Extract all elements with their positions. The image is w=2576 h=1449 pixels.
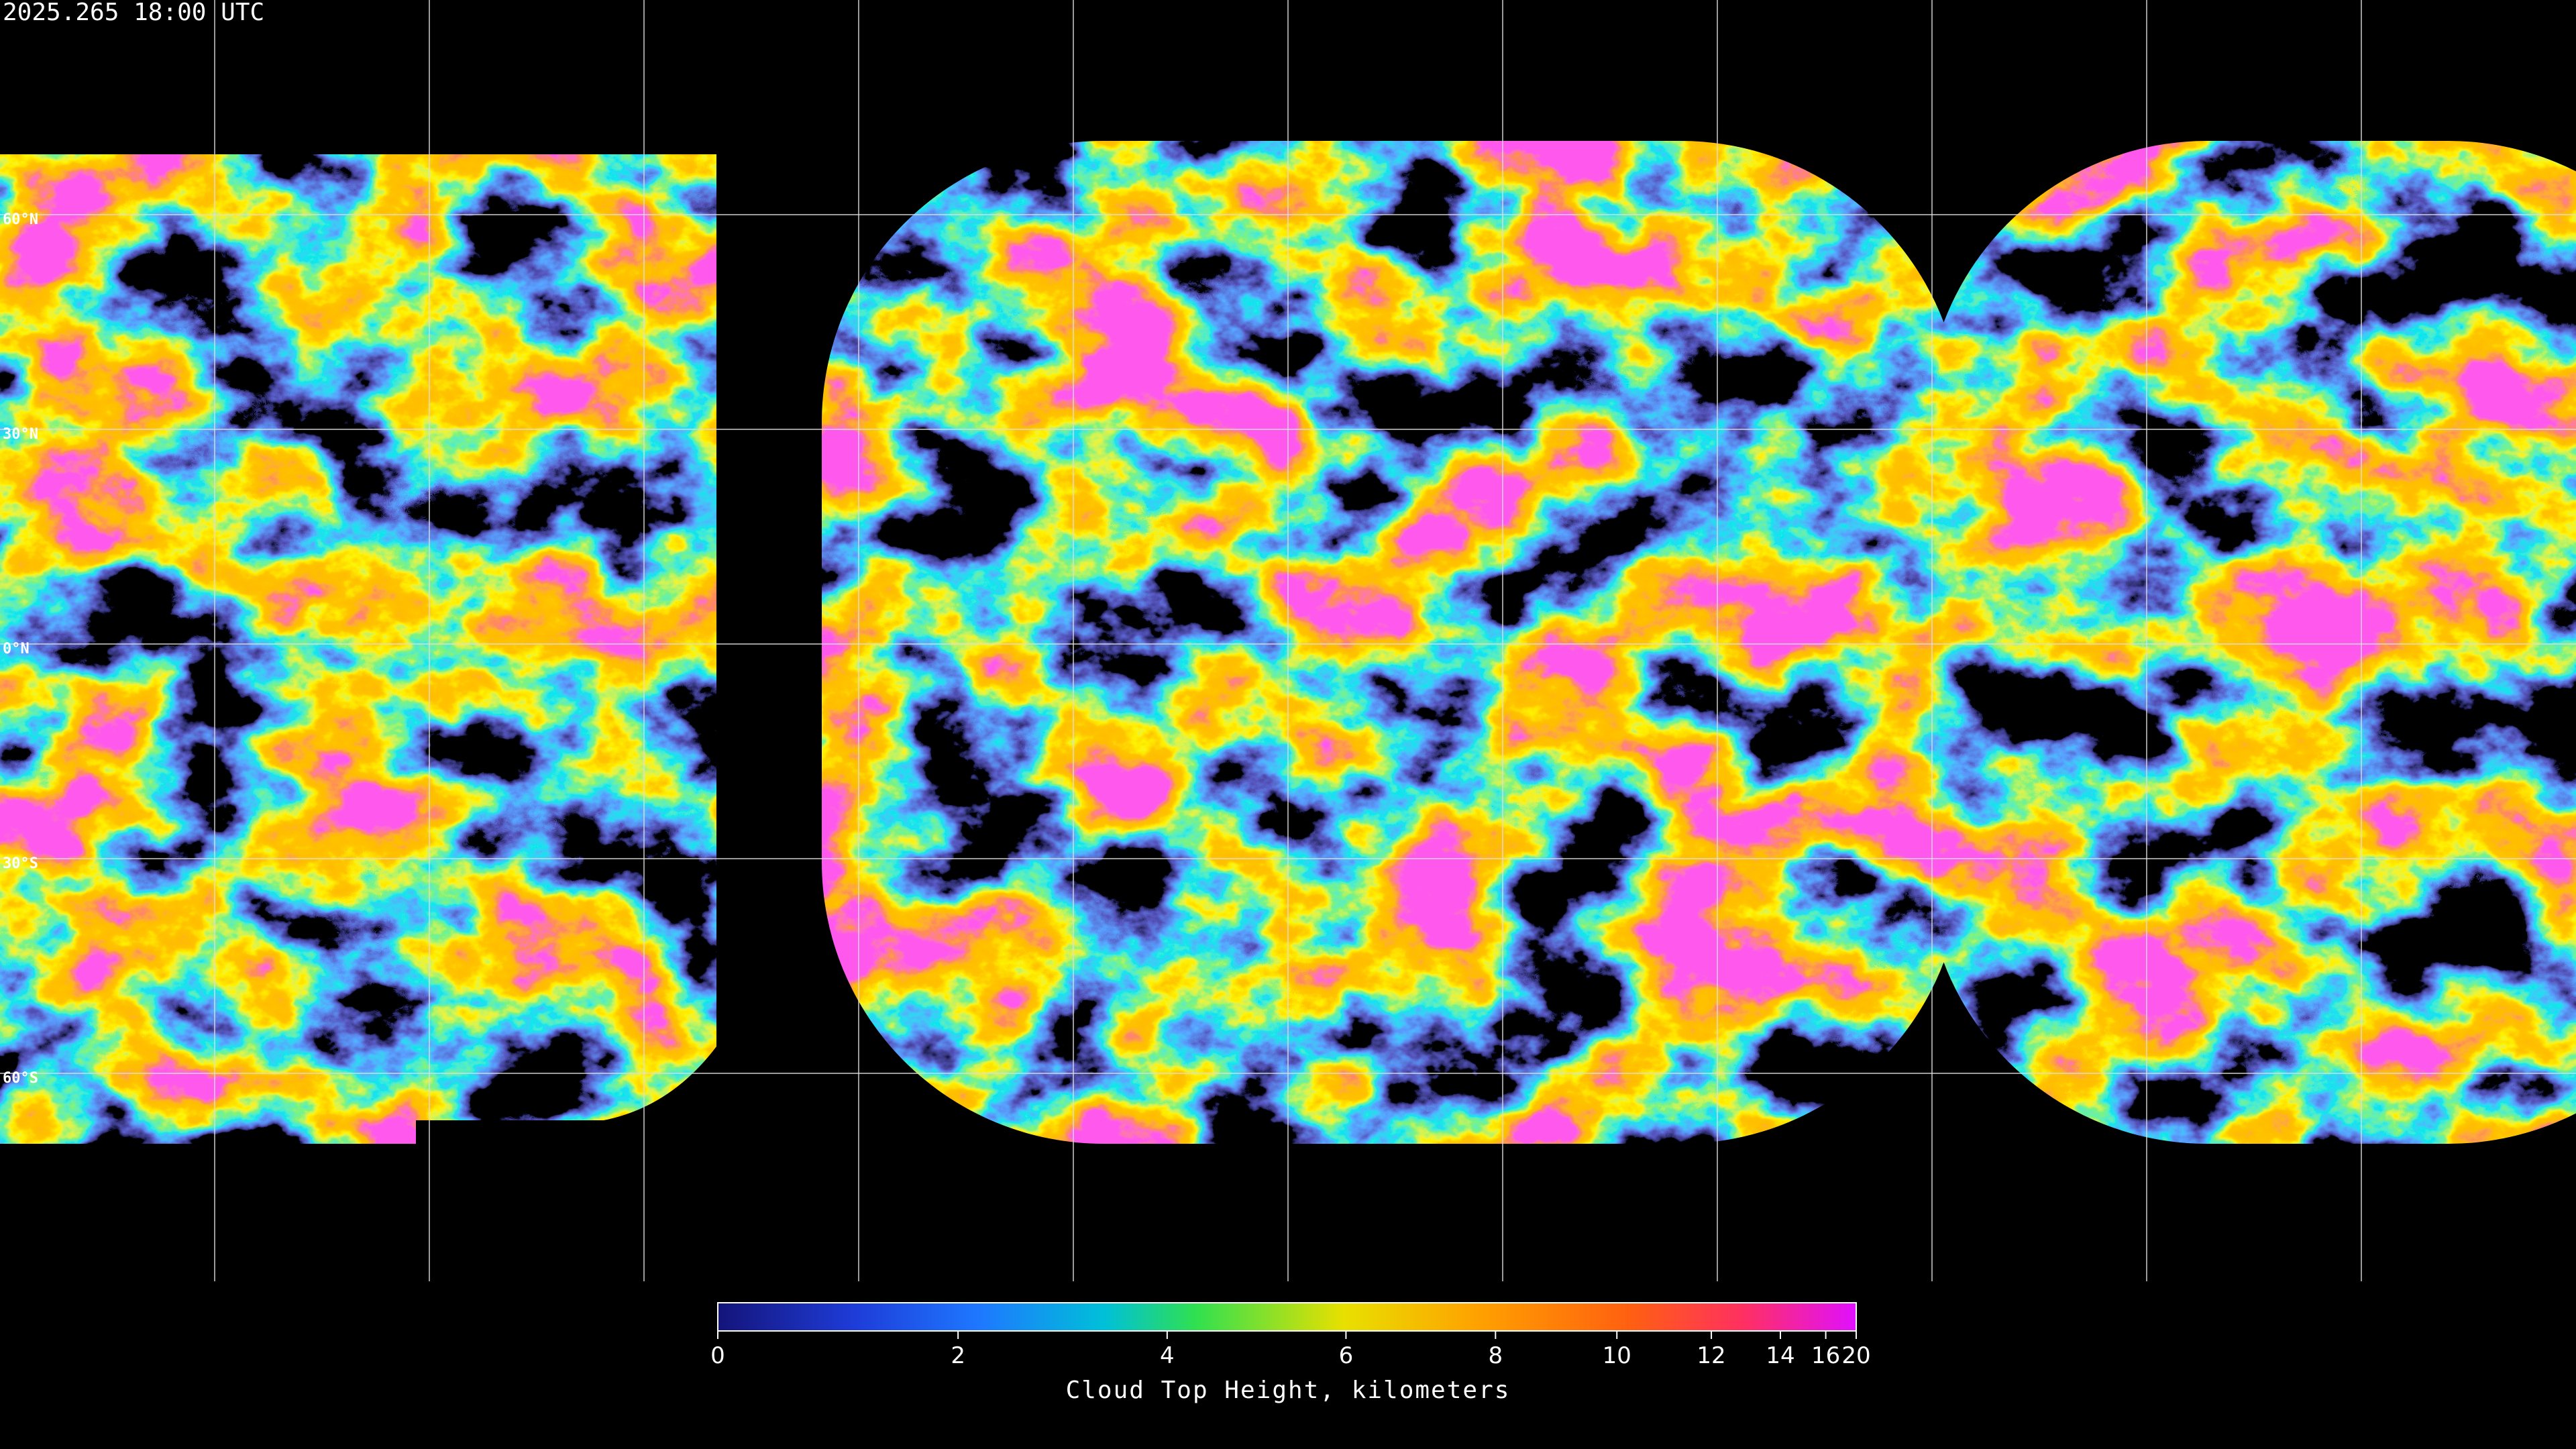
- colorbar-tick-label: 2: [951, 1342, 965, 1369]
- colorbar-tick-label: 4: [1160, 1342, 1175, 1369]
- colorbar-tick-label: 12: [1697, 1342, 1725, 1369]
- latitude-label: 0°N: [3, 641, 30, 657]
- timestamp: 2025.265 18:00 UTC: [3, 0, 264, 26]
- graticule: [0, 0, 2576, 1281]
- colorbar-tick-label: 20: [1841, 1342, 1870, 1369]
- latitude-label: 60°S: [3, 1070, 38, 1087]
- latitude-label: 60°N: [3, 211, 38, 228]
- colorbar-tick-label: 6: [1339, 1342, 1354, 1369]
- latitude-label: 30°S: [3, 855, 38, 872]
- colorbar: 0 2 4 6 8 10 12 14 16 20: [710, 1302, 1871, 1369]
- colorbar-tick-label: 10: [1603, 1342, 1631, 1369]
- colorbar-tick-label: 14: [1766, 1342, 1794, 1369]
- colorbar-gradient: [717, 1302, 1857, 1332]
- colorbar-tick-label: 8: [1489, 1342, 1503, 1369]
- latitude-labels: 60°N 30°N 0°N 30°S 60°S: [3, 211, 38, 1087]
- colorbar-tick-label: 16: [1811, 1342, 1840, 1369]
- colorbar-tick-label: 0: [710, 1342, 725, 1369]
- colorbar-title: Cloud Top Height, kilometers: [1066, 1377, 1511, 1404]
- latitude-label: 30°N: [3, 426, 38, 443]
